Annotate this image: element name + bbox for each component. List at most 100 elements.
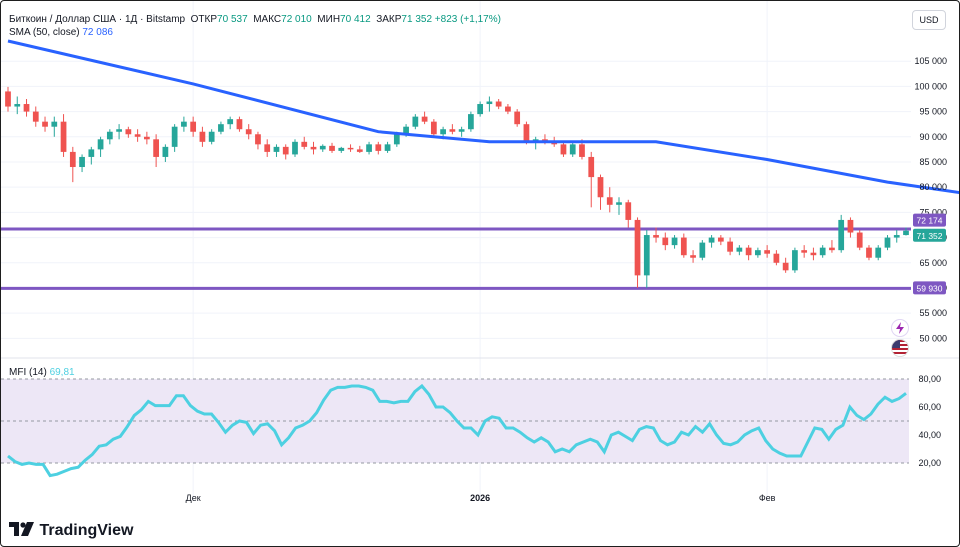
tradingview-logo-icon [9, 522, 34, 536]
candle-body [338, 147, 345, 151]
candle-body [523, 124, 530, 142]
price-axis-label: 100 000 [914, 81, 947, 91]
ohlc-close: ЗАКР71 352 [376, 14, 433, 25]
price-axis-label: 90 000 [919, 132, 947, 142]
candle-body [208, 131, 215, 142]
currency-button[interactable]: USD [912, 10, 946, 30]
candle-body [171, 126, 178, 147]
candle-body [569, 144, 576, 155]
candle-body [69, 151, 76, 168]
candle-body [653, 235, 659, 238]
price-change: +823 (+1,17%) [434, 14, 501, 25]
candle-body [671, 237, 678, 246]
price-label: 71 352 [913, 228, 946, 242]
candle-body [440, 129, 446, 135]
candle-body [680, 237, 687, 256]
candle-body [347, 147, 354, 150]
candle-body [134, 134, 141, 137]
candle-body [301, 141, 308, 147]
candle-body [227, 119, 234, 125]
candle-body [560, 144, 567, 155]
candle-body [588, 156, 595, 178]
price-axis-label: 65 000 [919, 258, 947, 268]
candle-body [643, 235, 650, 276]
candle-body [486, 101, 493, 105]
candle-body [755, 250, 761, 256]
candle-body [292, 141, 298, 155]
candle-body [366, 144, 372, 152]
ohlc-high: МАКС72 010 [253, 14, 312, 25]
candle-body [903, 230, 909, 236]
candle-body [218, 124, 224, 132]
candle-body [51, 121, 58, 127]
candle-body [282, 146, 289, 155]
tradingview-logo-text: TradingView [39, 522, 134, 539]
price-axis-label: 80 000 [919, 182, 947, 192]
candle-body [468, 114, 474, 130]
price-label-text: 72 174 [917, 216, 943, 226]
price-label-text: 71 352 [917, 231, 943, 241]
price-axis-label: 105 000 [914, 56, 947, 66]
sma-line [7, 39, 959, 195]
candle-body [79, 156, 85, 168]
symbol-title: Биткоин / Доллар США · 1Д · Bitstamp [9, 14, 186, 25]
candle-body [255, 134, 261, 145]
candle-body [60, 121, 67, 152]
candle-body [23, 104, 30, 112]
candle-body [199, 131, 206, 142]
candle-body [143, 136, 150, 140]
candle-body [125, 129, 132, 135]
us-flag-icon[interactable] [891, 339, 909, 357]
candle-body [88, 149, 95, 157]
candle-body [856, 232, 863, 248]
candle-body [310, 146, 317, 150]
candle-body [625, 202, 632, 220]
candle-body [792, 250, 798, 271]
mfi-legend[interactable]: MFI (14) 69,81 [9, 367, 75, 378]
tradingview-logo[interactable]: TradingView [9, 522, 133, 540]
flash-icon[interactable] [891, 319, 909, 337]
candle-body [477, 104, 484, 115]
candle-body [847, 219, 854, 233]
mfi-axis-label: 80,00 [918, 374, 941, 384]
mfi-value: 69,81 [49, 367, 75, 378]
candle-body [810, 252, 817, 256]
candle-body [866, 247, 872, 258]
mfi-axis-label: 40,00 [918, 430, 941, 440]
candle-body [616, 202, 622, 205]
candle-body [764, 250, 771, 254]
price-axis-label: 85 000 [919, 157, 947, 167]
candle-body [245, 129, 252, 135]
price-axis-label: 75 000 [919, 207, 947, 217]
candle-body [717, 237, 724, 242]
candle-body [273, 146, 280, 152]
mfi-axis-label: 20,00 [918, 458, 941, 468]
price-axis-label: 50 000 [919, 333, 947, 343]
candle-body [662, 237, 669, 246]
candle-body [458, 129, 465, 132]
candle-body [32, 111, 39, 122]
candle-body [190, 121, 197, 132]
time-axis-label: 2026 [470, 493, 490, 503]
candle-body [505, 106, 511, 112]
candle-body [236, 119, 243, 130]
sma-legend[interactable]: SMA (50, close) 72 086 [9, 27, 113, 38]
candle-body [116, 129, 122, 132]
price-label: 59 930 [913, 281, 946, 295]
candle-body [153, 139, 159, 157]
candle-body [745, 247, 752, 256]
candle-body [97, 139, 104, 150]
candle-body [495, 101, 502, 107]
candle-body [736, 247, 743, 252]
candle-body [838, 219, 845, 251]
candle-body [690, 255, 696, 258]
candle-body [430, 121, 437, 135]
mfi-line [7, 383, 907, 478]
time-axis-label: Дек [186, 493, 201, 503]
candle-body [782, 262, 789, 271]
candle-body [181, 121, 187, 127]
price-axis-label: 55 000 [919, 308, 947, 318]
candle-body [42, 121, 48, 127]
